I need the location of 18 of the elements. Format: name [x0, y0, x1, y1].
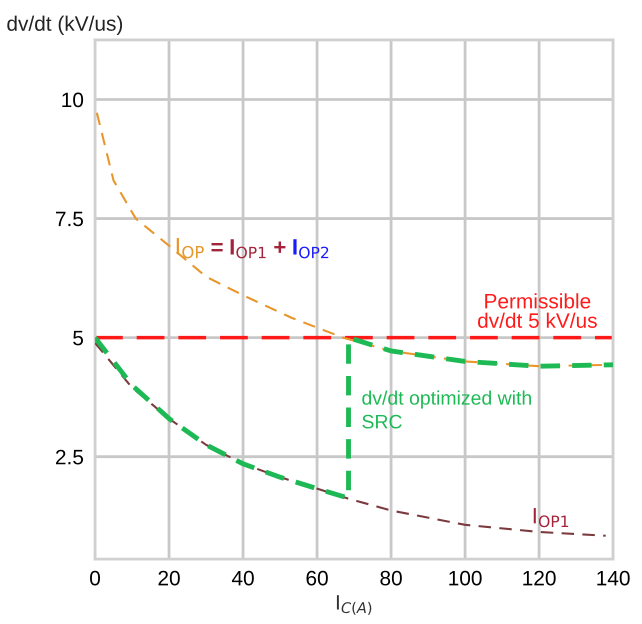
annotation: dv/dt optimized with SRC: [362, 390, 531, 429]
y-tick-label: 2.5: [56, 450, 84, 464]
y-axis-title: dv/dt (kV/us): [7, 16, 122, 36]
x-tick-label: 80: [380, 570, 402, 586]
line-series: [95, 335, 614, 501]
y-tick-label: 7.5: [56, 212, 84, 226]
x-tick-label: 0: [90, 570, 100, 586]
x-tick-label: 20: [158, 570, 180, 586]
x-tick-label: 120: [523, 570, 556, 586]
x-tick-label: 140: [597, 570, 630, 586]
y-tick-label: 5: [73, 330, 84, 346]
x-tick-label: 40: [232, 570, 254, 586]
annotation: I$_{OP1}$: [534, 508, 568, 528]
y-tick-label: 10: [62, 92, 84, 108]
x-tick-label: 60: [306, 570, 328, 586]
ref-line-label: Permissible dv/dt 5 kV/us: [478, 293, 597, 328]
x-axis-title: I$_{C(A)}$: [336, 595, 372, 615]
x-tick-label: 100: [449, 570, 482, 586]
